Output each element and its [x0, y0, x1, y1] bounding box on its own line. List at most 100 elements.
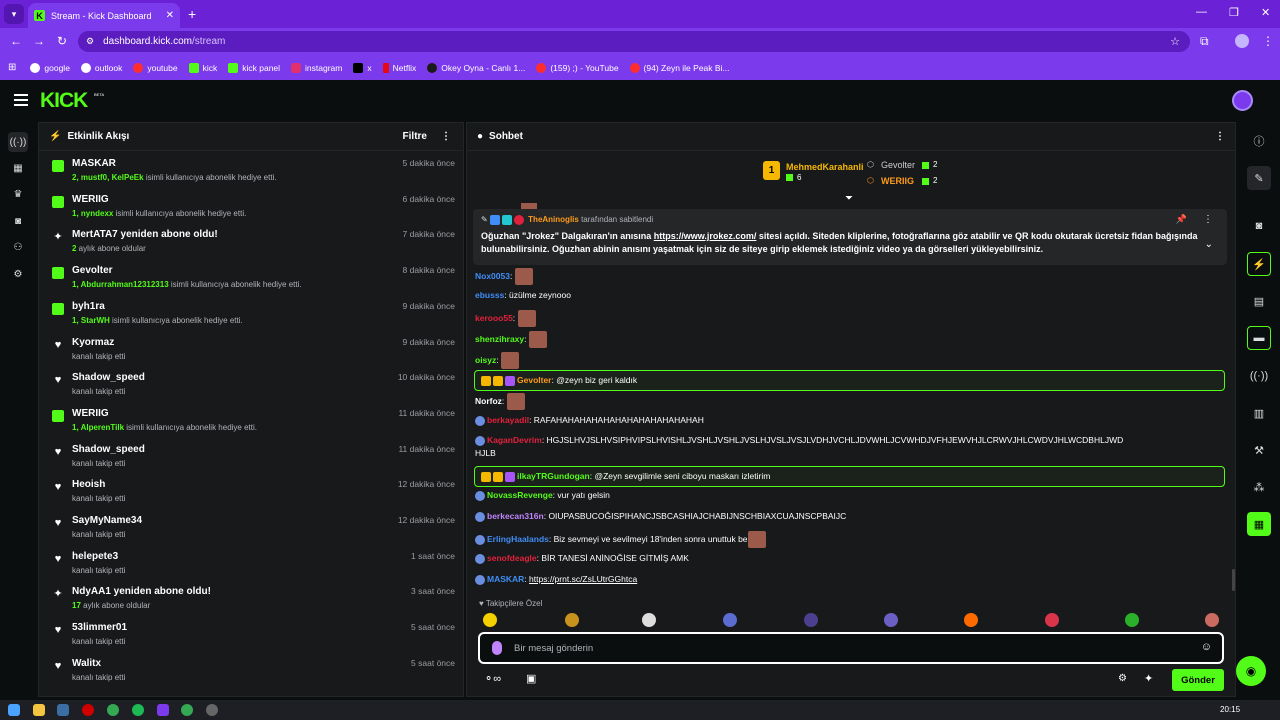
settings-icon[interactable]: ⚙ — [13, 268, 23, 280]
chat-username[interactable]: ebusss — [475, 290, 505, 300]
bookmark-outlook[interactable]: outlook — [80, 62, 122, 73]
chrome-active-icon[interactable] — [181, 704, 193, 716]
profile-icon[interactable] — [1235, 34, 1249, 48]
new-tab-button[interactable]: + — [188, 6, 197, 22]
pinned-link[interactable]: https://www.jrokez.com/ — [653, 231, 757, 241]
emote-button[interactable] — [1125, 613, 1139, 627]
dashboard-icon[interactable]: ▦ — [13, 162, 23, 174]
activity-item[interactable]: WERIIG 1, AlperenTilk isimli kullanıcıya … — [49, 406, 455, 442]
emote-button[interactable] — [1045, 613, 1059, 627]
send-button[interactable]: Gönder — [1172, 669, 1224, 691]
chat-username[interactable]: NovassRevenge — [487, 490, 553, 500]
nodes-icon[interactable]: ⁂ — [1253, 481, 1265, 494]
windows-start-icon[interactable] — [8, 704, 20, 716]
chrome-icon[interactable] — [107, 704, 119, 716]
chat-username[interactable]: KaganDevrim — [487, 435, 542, 445]
chat-username[interactable]: ilkayTRGundogan — [517, 471, 590, 481]
chevron-down-icon[interactable]: ⌄ — [1204, 239, 1213, 250]
close-window-icon[interactable]: ✕ — [1261, 7, 1271, 19]
activity-item[interactable]: ♥ Shadow_speed kanalı takip etti 10 dakika … — [49, 370, 455, 406]
pinned-by-user[interactable]: TheAninoglis — [528, 215, 579, 225]
emote-button[interactable] — [723, 613, 737, 627]
leader-name[interactable]: MehmedKarahanli — [786, 162, 864, 172]
chat-username[interactable]: berkayadil — [487, 415, 530, 425]
third-name[interactable]: WERIIG — [881, 176, 914, 186]
emote-button[interactable] — [483, 613, 497, 627]
bookmark-youtube-3[interactable]: (94) Zeyn ile Peak Bi... — [629, 62, 730, 73]
chat-username[interactable]: senofdeagle — [487, 553, 537, 563]
users-icon[interactable]: ⚇ — [13, 241, 23, 253]
bookmark-google[interactable]: google — [30, 62, 70, 73]
activity-item[interactable]: MASKAR 2, mustf0, KelPeEk isimli kullanıc… — [49, 156, 455, 192]
infinity-icon[interactable]: ⚬∞ — [484, 673, 502, 685]
chat-username[interactable]: Norfoz — [475, 395, 502, 406]
activity-item[interactable]: ♥ 53limmer01 kanalı takip etti 5 saat önce — [49, 620, 455, 656]
emote-button[interactable] — [565, 613, 579, 627]
broadcast-icon[interactable]: ((·)) — [1249, 370, 1269, 382]
activity-lightning-icon[interactable]: ⚡ — [1247, 252, 1271, 276]
restore-icon[interactable]: ❐ — [1229, 7, 1239, 19]
folder-icon[interactable] — [33, 704, 45, 716]
unpin-icon[interactable]: 📌 — [1175, 214, 1187, 224]
camera-icon[interactable]: ◙ — [14, 215, 22, 227]
spotify-icon[interactable] — [132, 704, 144, 716]
kick-logo[interactable]: KICK — [40, 89, 88, 112]
expand-leaderboard-icon[interactable]: ⏷ — [845, 193, 853, 204]
chat-settings-icon[interactable]: ⚙ — [1118, 673, 1127, 684]
gift-subs-icon[interactable]: ✦ — [1144, 673, 1154, 685]
edit-icon[interactable]: ✎ — [1247, 166, 1271, 190]
activity-item[interactable]: byh1ra 1, StarWH isimli kullanıcıya abone… — [49, 299, 455, 335]
emote-button[interactable] — [884, 613, 898, 627]
activity-item[interactable]: ♥ Kyormaz kanalı takip etti 9 dakika önce — [49, 335, 455, 371]
opera-icon[interactable] — [82, 704, 94, 716]
menu-icon[interactable] — [14, 94, 28, 106]
chat-username[interactable]: kerooo55 — [475, 312, 513, 323]
wrench-icon[interactable]: ⚒ — [1254, 444, 1264, 457]
chat-link[interactable]: https://prnt.sc/ZsLUtrGGhtca — [529, 574, 638, 584]
chat-username[interactable]: shenzihraxy — [475, 333, 525, 344]
layers-icon[interactable]: ▥ — [1253, 407, 1265, 420]
bookmark-kick[interactable]: kick — [188, 62, 217, 73]
trophy-icon[interactable]: ♛ — [13, 188, 23, 200]
activity-item[interactable]: ♥ Heoish kanalı takip etti 12 dakika önce — [49, 477, 455, 513]
activity-item[interactable]: ✦ NdyAA1 yeniden abone oldu! 17 aylık abon… — [49, 584, 455, 620]
mic-icon[interactable] — [492, 641, 502, 655]
bookmark-youtube-2[interactable]: (159) ;) - YouTube — [536, 62, 619, 73]
browser-tab[interactable]: K Stream - Kick Dashboard ✕ — [28, 3, 180, 28]
bookmark-kick-panel[interactable]: kick panel — [228, 62, 280, 73]
more-icon[interactable]: ⋮ — [1203, 214, 1213, 225]
emoji-icon[interactable]: ☺ — [1200, 641, 1212, 653]
bookmark-star-icon[interactable]: ☆ — [1170, 36, 1180, 48]
chat-input[interactable] — [514, 640, 1174, 656]
avatar[interactable] — [1232, 90, 1253, 111]
chat-username[interactable]: berkecan316n — [487, 511, 544, 521]
activity-item[interactable]: Gevolter 1, Abdurrahman12312313 isimli ku… — [49, 263, 455, 299]
stream-icon[interactable]: ((·)) — [8, 132, 28, 152]
bookmark-x[interactable]: x — [353, 62, 372, 73]
bookmark-okey[interactable]: Okey Oyna - Canlı 1... — [427, 62, 525, 73]
emote-button[interactable] — [642, 613, 656, 627]
document-icon[interactable]: ▤ — [1253, 295, 1265, 308]
activity-item[interactable]: ♥ Walitx kanalı takip etti 5 saat önce — [49, 656, 455, 692]
steam-icon[interactable] — [57, 704, 69, 716]
activity-item[interactable]: ♥ helepete3 kanalı takip etti 1 saat önce — [49, 549, 455, 585]
info-icon[interactable]: ⓘ — [1253, 136, 1265, 148]
tab-search-button[interactable]: ▾ — [4, 4, 24, 24]
camera-icon[interactable]: ◙ — [1255, 220, 1263, 232]
emote-button[interactable] — [964, 613, 978, 627]
more-icon[interactable]: ⋮ — [1215, 131, 1225, 142]
help-chat-button[interactable]: ◉ — [1236, 656, 1266, 686]
back-icon[interactable]: ← — [10, 34, 22, 48]
extensions-icon[interactable]: ⧉ — [1200, 34, 1209, 48]
app-icon[interactable] — [206, 704, 218, 716]
emote-button[interactable] — [1205, 613, 1219, 627]
activity-item[interactable]: WERIIG 1, nyndexx isimli kullanıcıya abon… — [49, 192, 455, 228]
clapper-icon[interactable]: ▦ — [1247, 512, 1271, 536]
activity-item[interactable]: ♥ Shadow_speed kanalı takip etti 11 dakika … — [49, 442, 455, 478]
store-icon[interactable]: ▣ — [526, 673, 537, 685]
close-icon[interactable]: ✕ — [165, 10, 174, 21]
chat-username[interactable]: MASKAR — [487, 574, 525, 584]
chat-username[interactable]: ErlingHaalands — [487, 533, 549, 544]
chat-username[interactable]: Nox0053 — [475, 270, 510, 281]
bookmark-netflix[interactable]: Netflix — [382, 62, 416, 73]
